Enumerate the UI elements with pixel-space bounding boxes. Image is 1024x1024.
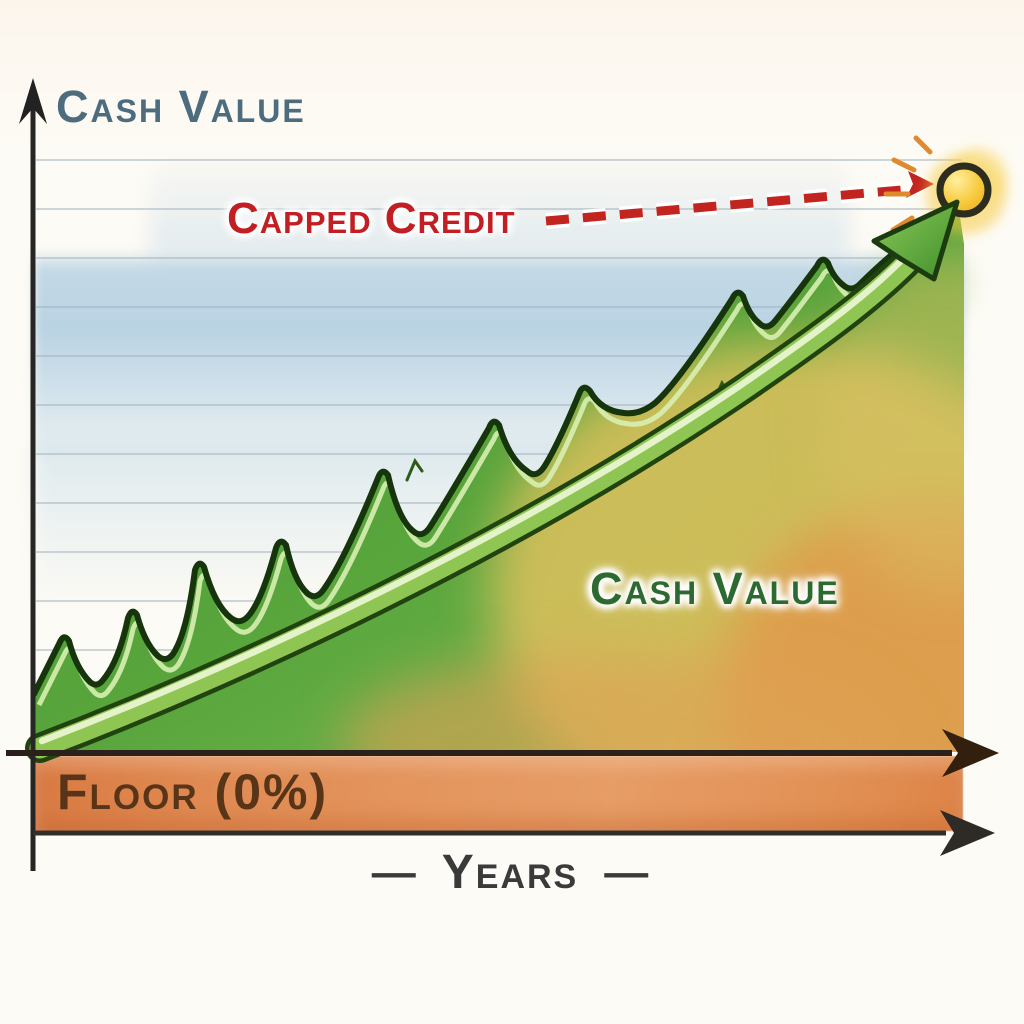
capped-credit-arrowhead [906, 171, 934, 198]
cash-value-label: Cash Value [590, 563, 840, 614]
x-axis-dash-right: — [604, 848, 649, 897]
x-axis-dash-left: — [371, 848, 416, 897]
orange-wash-low [340, 652, 900, 752]
floor-label: Floor (0%) [57, 764, 329, 820]
orange-wash [720, 500, 964, 752]
floor-zero-band [35, 756, 963, 831]
right-arrow-axis-icon [942, 729, 999, 777]
y-axis-title: Cash Value [56, 81, 306, 132]
capped-credit-dash-line [545, 185, 903, 226]
x-axis-label-row: — Years — [320, 849, 700, 897]
dashed-arrow-icon [545, 166, 939, 229]
x-axis-label: Years [441, 846, 579, 899]
right-arrow-baseline-icon [940, 810, 995, 856]
axes [6, 78, 999, 871]
capped-credit-label: Capped Credit [227, 194, 516, 243]
